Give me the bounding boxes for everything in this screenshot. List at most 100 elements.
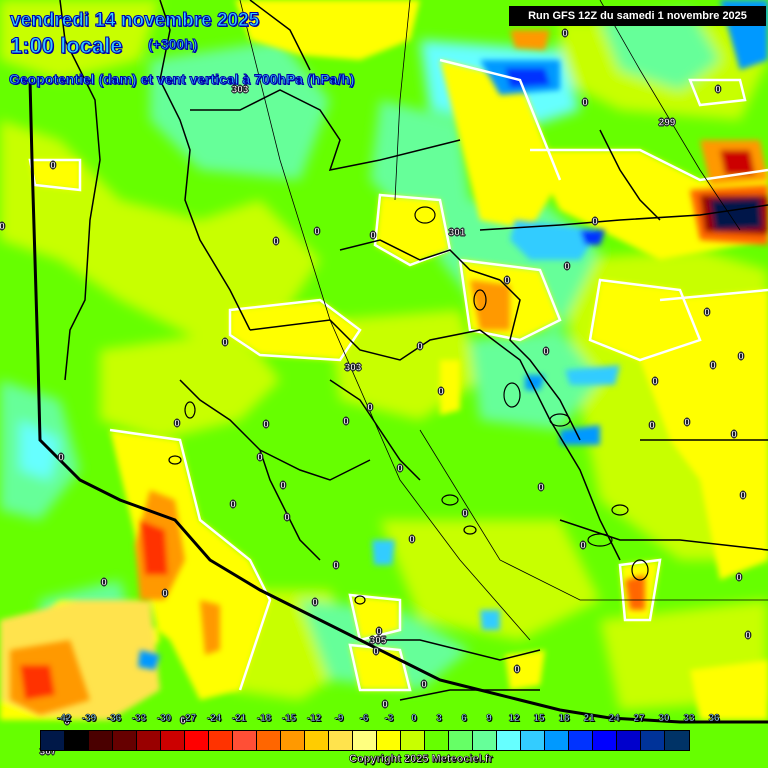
zero-contour-label: 0 [376,626,382,638]
zero-contour-label: 0 [504,275,510,287]
zero-contours [28,58,768,692]
forecast-lead-time: (+300h) [147,36,198,53]
colorbar-swatch [425,731,449,750]
colorbar-swatch [449,731,473,750]
colorbar-tick-label: -9 [334,713,344,725]
colorbar-swatch [257,731,281,750]
zero-contour-label: 0 [263,419,269,431]
forecast-date: vendredi 14 novembre 2025 [9,10,260,32]
colorbar-legend [40,730,690,751]
colorbar-swatch [185,731,209,750]
geopotential-label: 305 [369,635,387,647]
colorbar-tick-label: 3 [436,713,442,725]
zero-contour-label: 0 [715,84,721,96]
zero-contour-label: 0 [312,597,318,609]
zero-contour-label: 0 [280,480,286,492]
zero-contour-label: 0 [710,360,716,372]
coastlines-borders [59,0,768,701]
colorbar-tick-label: 15 [533,713,545,725]
zero-contour-label: 0 [736,572,742,584]
geopotential-label: 303 [231,84,249,96]
zero-contour-label: 0 [101,577,107,589]
colorbar-swatch [569,731,593,750]
colorbar-swatch [521,731,545,750]
colorbar-tick-label: -21 [231,713,247,725]
colorbar-swatch [665,731,689,750]
geopotential-label: 307 [39,746,57,758]
colorbar-swatch [617,731,641,750]
zero-contour-label: 0 [370,230,376,242]
zero-contour-label: 0 [538,482,544,494]
zero-contour-label: 0 [222,337,228,349]
colorbar-tick-label: -33 [131,713,147,725]
copyright-notice: Copyright 2025 Meteociel.fr [349,753,493,766]
geopotential-isolines [28,79,768,724]
colorbar-tick-label: -39 [81,713,97,725]
colorbar-tick-label: 12 [508,713,520,725]
colorbar-swatch [329,731,353,750]
zero-contour-label: 0 [562,28,568,40]
colorbar-tick-label: -30 [156,713,172,725]
zero-contour-label: 0 [162,588,168,600]
colorbar-labels: -42 -39 -36 -33 -30 -27 -24 -21 -18 -15 -12 -9 -6 -3 0… [0,713,768,729]
forecast-time: 1:00 locale [10,33,124,59]
colorbar-tick-label: 24 [608,713,620,725]
zero-contour-label: 0 [314,226,320,238]
colorbar-tick-label: 0 [411,713,417,725]
zero-contour-label: 0 [738,351,744,363]
zero-contour-label: 0 [580,540,586,552]
colorbar-swatch [233,731,257,750]
colorbar-tick-label: 36 [708,713,720,725]
colorbar-tick-label: -6 [359,713,369,725]
colorbar-swatch [137,731,161,750]
zero-contour-label: 0 [649,420,655,432]
colorbar-swatch [65,731,89,750]
parameter-description: Geopotentiel (dam) et vent vertical à 70… [8,71,355,88]
geopotential-label: 303 [344,362,362,374]
colorbar-tick-label: 21 [583,713,595,725]
zero-contour-label: 0 [230,499,236,511]
zero-contour-label: 0 [543,346,549,358]
zero-contour-label: 0 [50,160,56,172]
islands [168,206,649,605]
zero-contour-label: 0 [740,490,746,502]
zero-contour-label: 0 [564,261,570,273]
colorbar-swatch [473,731,497,750]
graticule [239,0,768,641]
zero-contour-label: 0 [333,560,339,572]
zero-contour-label: 0 [58,452,64,464]
geopotential-label: 301 [448,227,466,239]
colorbar-tick-label: 9 [486,713,492,725]
colorbar-tick-label: -42 [56,713,72,725]
zero-contour-label: 0 [257,452,263,464]
colorbar-swatch [89,731,113,750]
colorbar-swatch [161,731,185,750]
colorbar-swatch [641,731,665,750]
zero-contour-label: 0 [745,630,751,642]
zero-contour-label: 0 [514,664,520,676]
colorbar-tick-label: -12 [306,713,322,725]
zero-contour-label: 0 [367,402,373,414]
zero-contour-label: 0 [343,416,349,428]
zero-contour-label: 0 [273,236,279,248]
zero-contour-label: 0 [592,216,598,228]
colorbar-swatch [353,731,377,750]
colorbar-swatch [593,731,617,750]
zero-contour-label: 0 [0,221,5,233]
zero-contour-label: 0 [417,341,423,353]
zero-contour-label: 0 [174,418,180,430]
zero-contour-label: 0 [731,429,737,441]
colorbar-tick-label: -27 [181,713,197,725]
zero-contour-label: 0 [284,512,290,524]
geopotential-label: 299 [658,117,676,129]
colorbar-tick-label: 18 [558,713,570,725]
colorbar-tick-label: 33 [683,713,695,725]
colorbar-tick-label: 6 [461,713,467,725]
colorbar-tick-label: 27 [633,713,645,725]
colorbar-swatch [545,731,569,750]
zero-contour-label: 0 [704,307,710,319]
zero-contour-label: 0 [582,97,588,109]
colorbar-swatch [377,731,401,750]
colorbar-swatch [41,731,65,750]
model-run-label: Run GFS 12Z du samedi 1 novembre 2025 [509,6,766,26]
